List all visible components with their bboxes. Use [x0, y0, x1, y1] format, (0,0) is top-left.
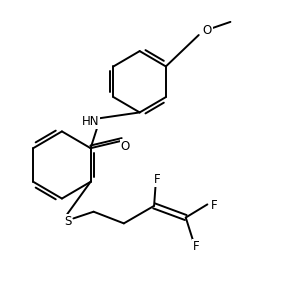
Text: O: O: [121, 140, 130, 152]
Text: O: O: [203, 24, 212, 37]
Text: S: S: [64, 215, 71, 228]
Text: F: F: [192, 240, 199, 253]
Text: F: F: [154, 173, 160, 186]
Text: F: F: [211, 199, 218, 212]
Text: HN: HN: [82, 115, 99, 128]
